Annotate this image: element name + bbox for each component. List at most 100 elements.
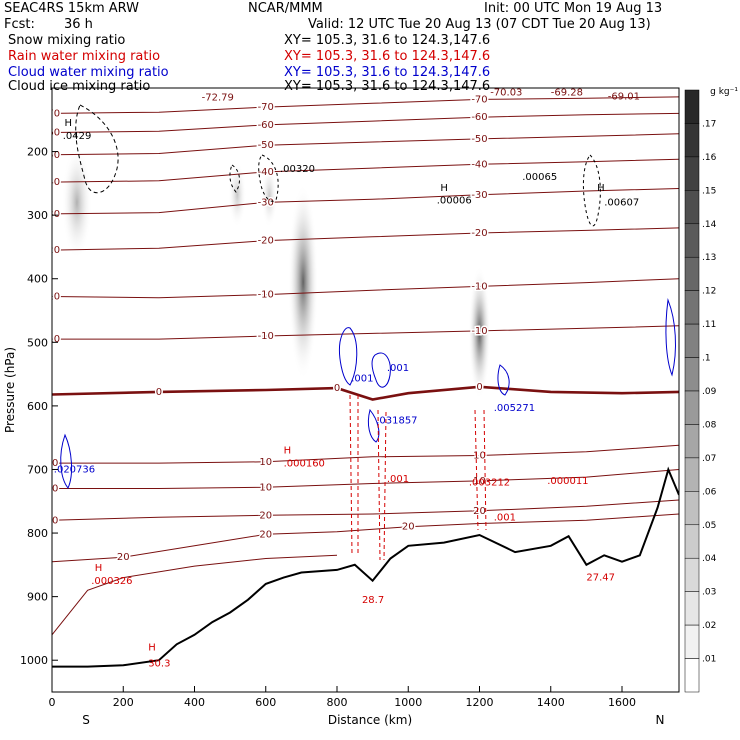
x-tick-label: 1400 [537,696,565,709]
contour-annotation: .00320 [280,164,315,175]
isotherm-label: -20 [471,228,487,239]
high-marker: H [284,446,292,457]
contour-annotation: .00065 [522,172,557,183]
isotherm-line [52,227,679,251]
isotherm-label: 10 [473,476,486,487]
colorbar-swatch [684,256,700,291]
isotherm-line [52,499,679,521]
isotherm-label: 20 [473,506,486,517]
isotherm-line [52,188,679,215]
isotherm-line [52,278,679,299]
contour-annotation: 30.3 [148,659,170,670]
isotherm-line [52,158,679,183]
x-axis-label: Distance (km) [328,713,412,727]
rain-contour [377,409,387,561]
cloud-ice-contour [582,154,601,227]
isotherm-label: -30 [44,209,60,220]
colorbar-swatch [684,658,700,693]
isotherm-label: 10 [46,484,59,495]
isotherm-label: 20 [402,522,415,533]
isotherm-label: -10 [471,326,487,337]
fcst-value: 36 h [64,17,93,32]
contour-annotation: 28.7 [362,595,384,606]
isotherm-line [52,96,679,114]
isotherm-label: -10 [258,290,274,301]
isotherm-line [52,385,679,401]
isotherm-label: -60 [471,112,487,123]
colorbar-swatch [684,557,700,592]
isotherm-line [52,469,679,489]
y-axis-label: Pressure (hPa) [3,347,17,433]
isotherm-label: -40 [258,167,274,178]
contour-annotation: -69.01 [608,91,640,102]
isotherm-label: 0 [476,382,482,393]
field-snow-xy: XY= 105.3, 31.6 to 124.3,147.6 [284,33,491,48]
colorbar-swatch [684,524,700,559]
y-tick-label: 400 [27,273,48,286]
colorbar-label: .13 [702,253,716,263]
x-tick-label: 1600 [608,696,636,709]
colorbar-label: .01 [702,655,716,665]
colorbar-swatch [684,491,700,526]
isotherm-label: 10 [46,458,59,469]
colorbar-swatch [684,89,700,124]
isotherm-line [52,133,679,156]
cloud-water-contour [60,433,73,489]
isotherm-label: 20 [117,552,130,563]
contour-annotation: -70.03 [490,88,522,99]
isotherm-label: -50 [471,134,487,145]
x-tick-label: 400 [184,696,205,709]
cloud-ice-contour [75,104,119,193]
colorbar-label: .06 [702,487,717,497]
isotherm-label: 20 [259,529,272,540]
contour-annotation: .00006 [437,196,472,207]
isotherm-label: -30 [471,190,487,201]
cloud-water-contour [665,298,676,377]
colorbar-label: .04 [702,554,717,564]
mixing-ratio-shading [228,161,247,228]
contour-annotation: -69.28 [551,88,583,99]
y-tick-label: 1000 [20,654,48,667]
isotherm-label: -50 [44,150,60,161]
contour-annotation: 27.47 [586,573,615,584]
contour-annotation: .0429 [63,131,92,142]
isotherm-label: -30 [258,197,274,208]
colorbar-swatch [684,190,700,225]
y-tick-label: 700 [27,463,48,476]
org-label: NCAR/MMM [248,1,323,16]
contour-annotation: .00607 [604,198,639,209]
isotherm-label: -70 [44,108,60,119]
contour-annotation: .000326 [91,576,132,587]
isotherm-label: -10 [44,292,60,303]
colorbar-label: .09 [702,387,717,397]
colorbar-swatch [684,223,700,258]
contour-annotation: .001 [494,512,516,523]
field-rain-name: Rain water mixing ratio [8,49,161,64]
cloud-ice-contour [258,154,279,202]
colorbar-label: .1 [702,354,711,364]
field-cloudice-xy: XY= 105.3, 31.6 to 124.3,147.6 [284,79,491,94]
colorbar-label: .16 [702,153,717,163]
high-marker: H [64,118,72,129]
isotherm-label: -40 [44,177,60,188]
isotherm-line [52,444,679,464]
y-tick-label: 300 [27,209,48,222]
colorbar-label: .07 [702,454,716,464]
isotherm-label: -20 [258,236,274,247]
x-tick-label: 600 [255,696,276,709]
isotherm-line [52,513,679,563]
cloud-water-contour [367,408,380,443]
x-tick-label: 0 [49,696,56,709]
isotherm-label: 0 [334,383,340,394]
cloud-water-contour [497,364,510,396]
isotherm-label: -10 [471,281,487,292]
mixing-ratio-shading [261,164,278,228]
init-time: Init: 00 UTC Mon 19 Aug 13 [484,1,663,16]
isotherm-line [52,325,679,340]
isotherm-label: -10 [44,334,60,345]
valid-time: Valid: 12 UTC Tue 20 Aug 13 (07 CDT Tue … [308,17,651,32]
colorbar-swatch [684,390,700,425]
field-rain-xy: XY= 105.3, 31.6 to 124.3,147.6 [284,49,491,64]
y-tick-label: 500 [27,336,48,349]
